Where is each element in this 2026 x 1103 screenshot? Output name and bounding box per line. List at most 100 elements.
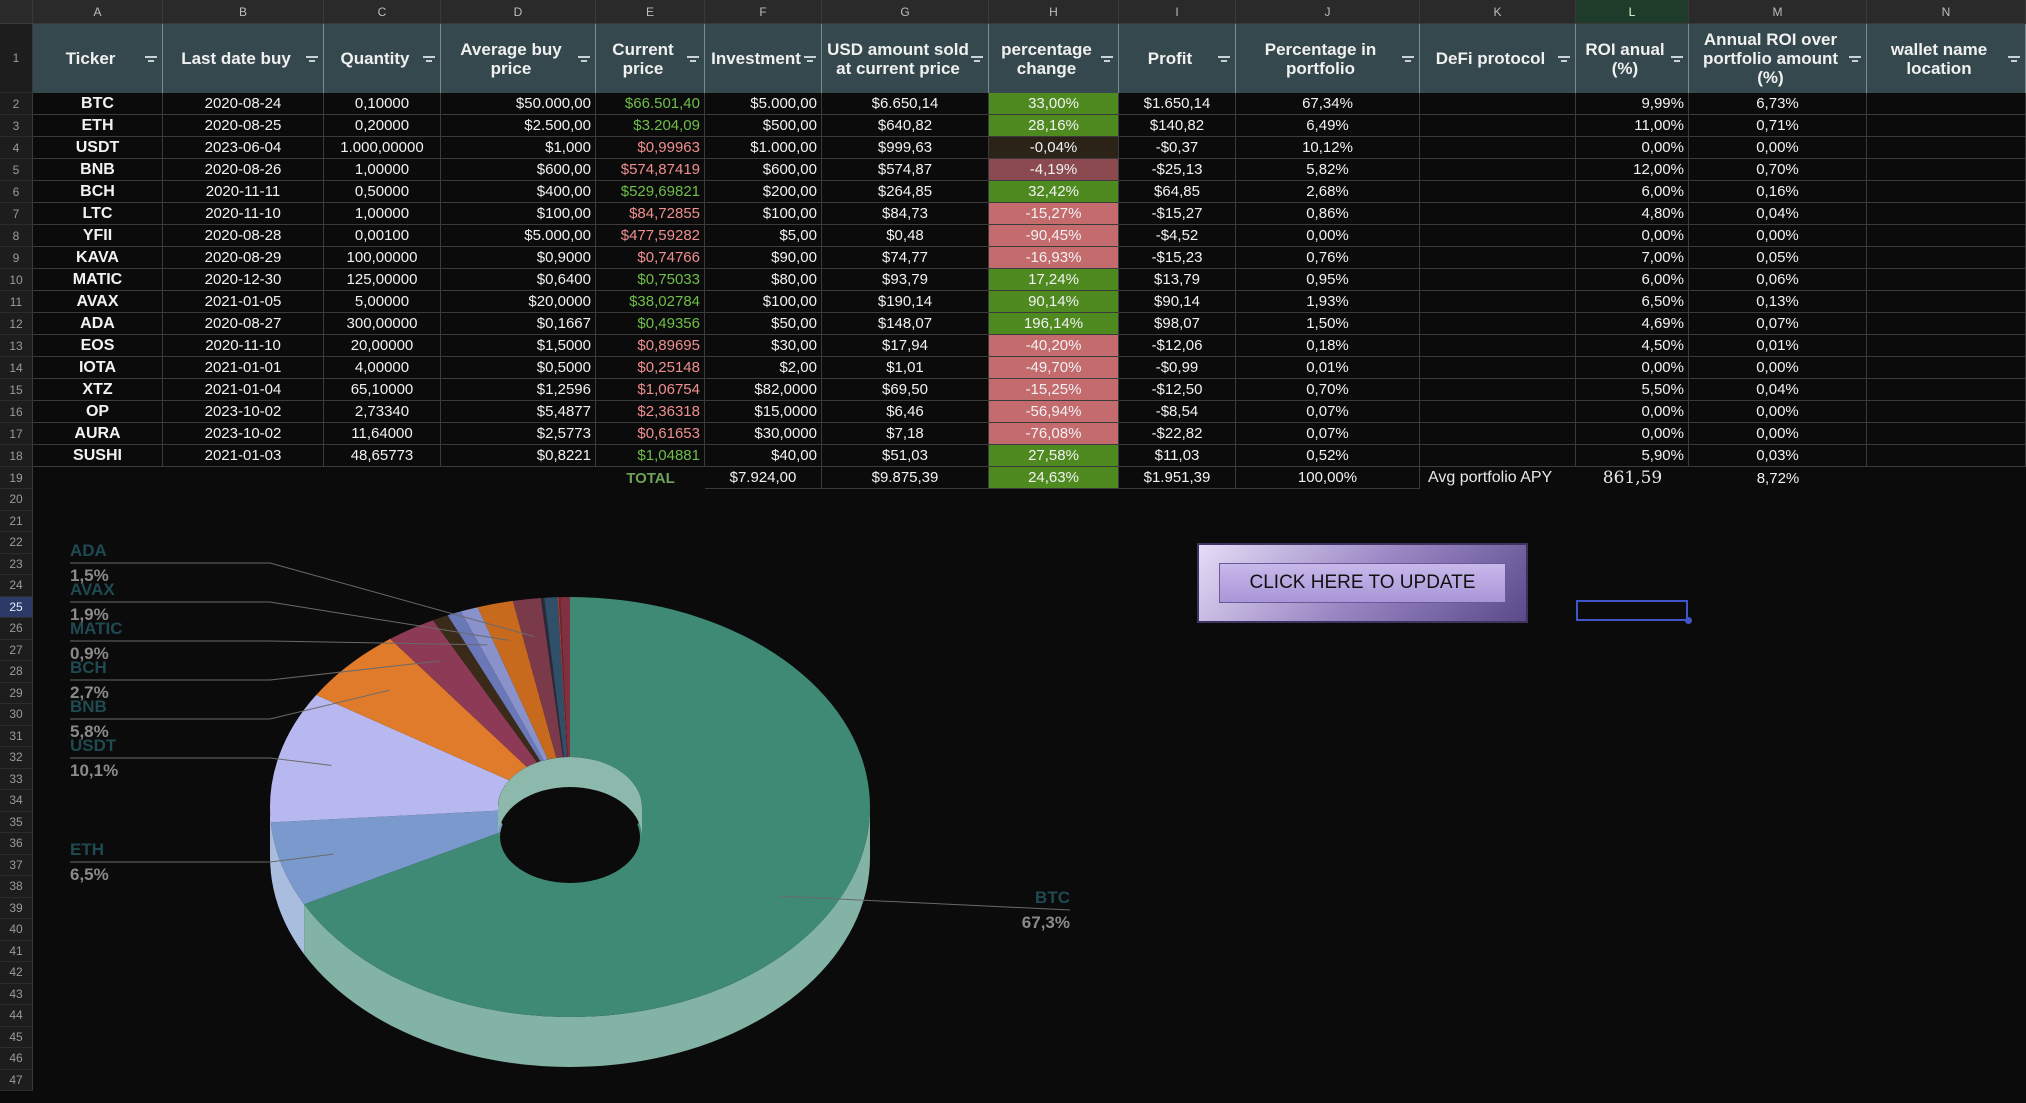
row-number[interactable]: 22	[0, 532, 33, 554]
column-header-a[interactable]: A	[33, 0, 163, 24]
row-number[interactable]: 2	[0, 93, 33, 115]
cell-ticker[interactable]: IOTA	[33, 357, 163, 379]
cell-profit[interactable]: -$4,52	[1119, 225, 1236, 247]
cell-defi[interactable]	[1420, 159, 1576, 181]
cell-pct[interactable]: -16,93%	[989, 247, 1119, 269]
cell-inv[interactable]: $1.000,00	[705, 137, 822, 159]
cell-roi[interactable]: 6,00%	[1576, 269, 1689, 291]
cell-sold[interactable]: $190,14	[822, 291, 989, 313]
total-sold[interactable]: $9.875,39	[822, 467, 989, 489]
cell-roi[interactable]: 6,00%	[1576, 181, 1689, 203]
row-number[interactable]: 37	[0, 854, 33, 876]
cell-sold[interactable]: $574,87	[822, 159, 989, 181]
total-profit[interactable]: $1.951,39	[1119, 467, 1236, 489]
cell-defi[interactable]	[1420, 335, 1576, 357]
cell-port[interactable]: 67,34%	[1236, 93, 1420, 115]
cell-avg[interactable]: $20,0000	[441, 291, 596, 313]
row-number[interactable]: 1	[0, 24, 33, 93]
cell-port[interactable]: 0,52%	[1236, 445, 1420, 467]
cell-profit[interactable]: $90,14	[1119, 291, 1236, 313]
row-number[interactable]: 32	[0, 747, 33, 769]
filter-icon[interactable]	[145, 55, 157, 64]
cell-avg[interactable]: $1,5000	[441, 335, 596, 357]
row-number[interactable]: 25	[0, 596, 33, 618]
cell-cur[interactable]: $38,02784	[596, 291, 705, 313]
cell-sold[interactable]: $1,01	[822, 357, 989, 379]
cell-annual[interactable]: 6,73%	[1689, 93, 1867, 115]
cell-profit[interactable]: -$15,23	[1119, 247, 1236, 269]
cell-wallet[interactable]	[1867, 313, 2026, 335]
header-profit[interactable]: Profit	[1119, 24, 1236, 93]
column-header-g[interactable]: G	[822, 0, 989, 24]
header-annual[interactable]: Annual ROI over portfolio amount (%)	[1689, 24, 1867, 93]
header-sold[interactable]: USD amount sold at current price	[822, 24, 989, 93]
cell-roi[interactable]: 4,50%	[1576, 335, 1689, 357]
cell-profit[interactable]: $64,85	[1119, 181, 1236, 203]
cell-avg[interactable]: $0,1667	[441, 313, 596, 335]
cell-profit[interactable]: -$15,27	[1119, 203, 1236, 225]
column-header-j[interactable]: J	[1236, 0, 1420, 24]
cell-qty[interactable]: 0,20000	[324, 115, 441, 137]
row-number[interactable]: 13	[0, 335, 33, 357]
cell-roi[interactable]: 0,00%	[1576, 423, 1689, 445]
cell-defi[interactable]	[1420, 225, 1576, 247]
cell-pct[interactable]: 33,00%	[989, 93, 1119, 115]
cell-date[interactable]: 2023-10-02	[163, 401, 324, 423]
cell-date[interactable]: 2020-08-25	[163, 115, 324, 137]
cell-pct[interactable]: 32,42%	[989, 181, 1119, 203]
cell-inv[interactable]: $200,00	[705, 181, 822, 203]
cell-sold[interactable]: $640,82	[822, 115, 989, 137]
cell-defi[interactable]	[1420, 247, 1576, 269]
cell-ticker[interactable]: BTC	[33, 93, 163, 115]
cell-roi[interactable]: 4,69%	[1576, 313, 1689, 335]
cell-pct[interactable]: 90,14%	[989, 291, 1119, 313]
cell-roi[interactable]: 0,00%	[1576, 357, 1689, 379]
cell-roi[interactable]: 11,00%	[1576, 115, 1689, 137]
total-annual-roi[interactable]: 8,72%	[1756, 469, 1800, 487]
row-number[interactable]: 45	[0, 1026, 33, 1048]
column-header-c[interactable]: C	[324, 0, 441, 24]
filter-icon[interactable]	[1402, 55, 1414, 64]
cell-cur[interactable]: $0,49356	[596, 313, 705, 335]
cell-pct[interactable]: -76,08%	[989, 423, 1119, 445]
row-number[interactable]: 42	[0, 962, 33, 984]
cell-sold[interactable]: $69,50	[822, 379, 989, 401]
cell-defi[interactable]	[1420, 379, 1576, 401]
cell-defi[interactable]	[1420, 93, 1576, 115]
cell-sold[interactable]: $6,46	[822, 401, 989, 423]
cell-port[interactable]: 0,07%	[1236, 401, 1420, 423]
cell-avg[interactable]: $50.000,00	[441, 93, 596, 115]
cell-profit[interactable]: -$0,37	[1119, 137, 1236, 159]
cell-defi[interactable]	[1420, 115, 1576, 137]
cell-date[interactable]: 2020-12-30	[163, 269, 324, 291]
cell-cur[interactable]: $1,06754	[596, 379, 705, 401]
cell-inv[interactable]: $600,00	[705, 159, 822, 181]
filter-icon[interactable]	[423, 55, 435, 64]
cell-wallet[interactable]	[1867, 225, 2026, 247]
column-header-i[interactable]: I	[1119, 0, 1236, 24]
filter-icon[interactable]	[1101, 55, 1113, 64]
header-ticker[interactable]: Ticker	[33, 24, 163, 93]
cell-wallet[interactable]	[1867, 247, 2026, 269]
cell-inv[interactable]: $30,0000	[705, 423, 822, 445]
row-number[interactable]: 8	[0, 225, 33, 247]
cell-roi[interactable]: 5,50%	[1576, 379, 1689, 401]
cell-wallet[interactable]	[1867, 423, 2026, 445]
cell-qty[interactable]: 300,00000	[324, 313, 441, 335]
cell-date[interactable]: 2020-11-10	[163, 335, 324, 357]
cell-roi[interactable]: 0,00%	[1576, 137, 1689, 159]
row-number[interactable]: 24	[0, 575, 33, 597]
cell-roi[interactable]: 6,50%	[1576, 291, 1689, 313]
cell-date[interactable]: 2020-08-26	[163, 159, 324, 181]
header-qty[interactable]: Quantity	[324, 24, 441, 93]
row-number[interactable]: 23	[0, 553, 33, 575]
cell-sold[interactable]: $0,48	[822, 225, 989, 247]
cell-wallet[interactable]	[1867, 357, 2026, 379]
row-number[interactable]: 3	[0, 115, 33, 137]
row-number[interactable]: 31	[0, 725, 33, 747]
cell-annual[interactable]: 0,03%	[1689, 445, 1867, 467]
cell-ticker[interactable]: LTC	[33, 203, 163, 225]
cell-pct[interactable]: -49,70%	[989, 357, 1119, 379]
cell-sold[interactable]: $17,94	[822, 335, 989, 357]
cell-avg[interactable]: $5,4877	[441, 401, 596, 423]
